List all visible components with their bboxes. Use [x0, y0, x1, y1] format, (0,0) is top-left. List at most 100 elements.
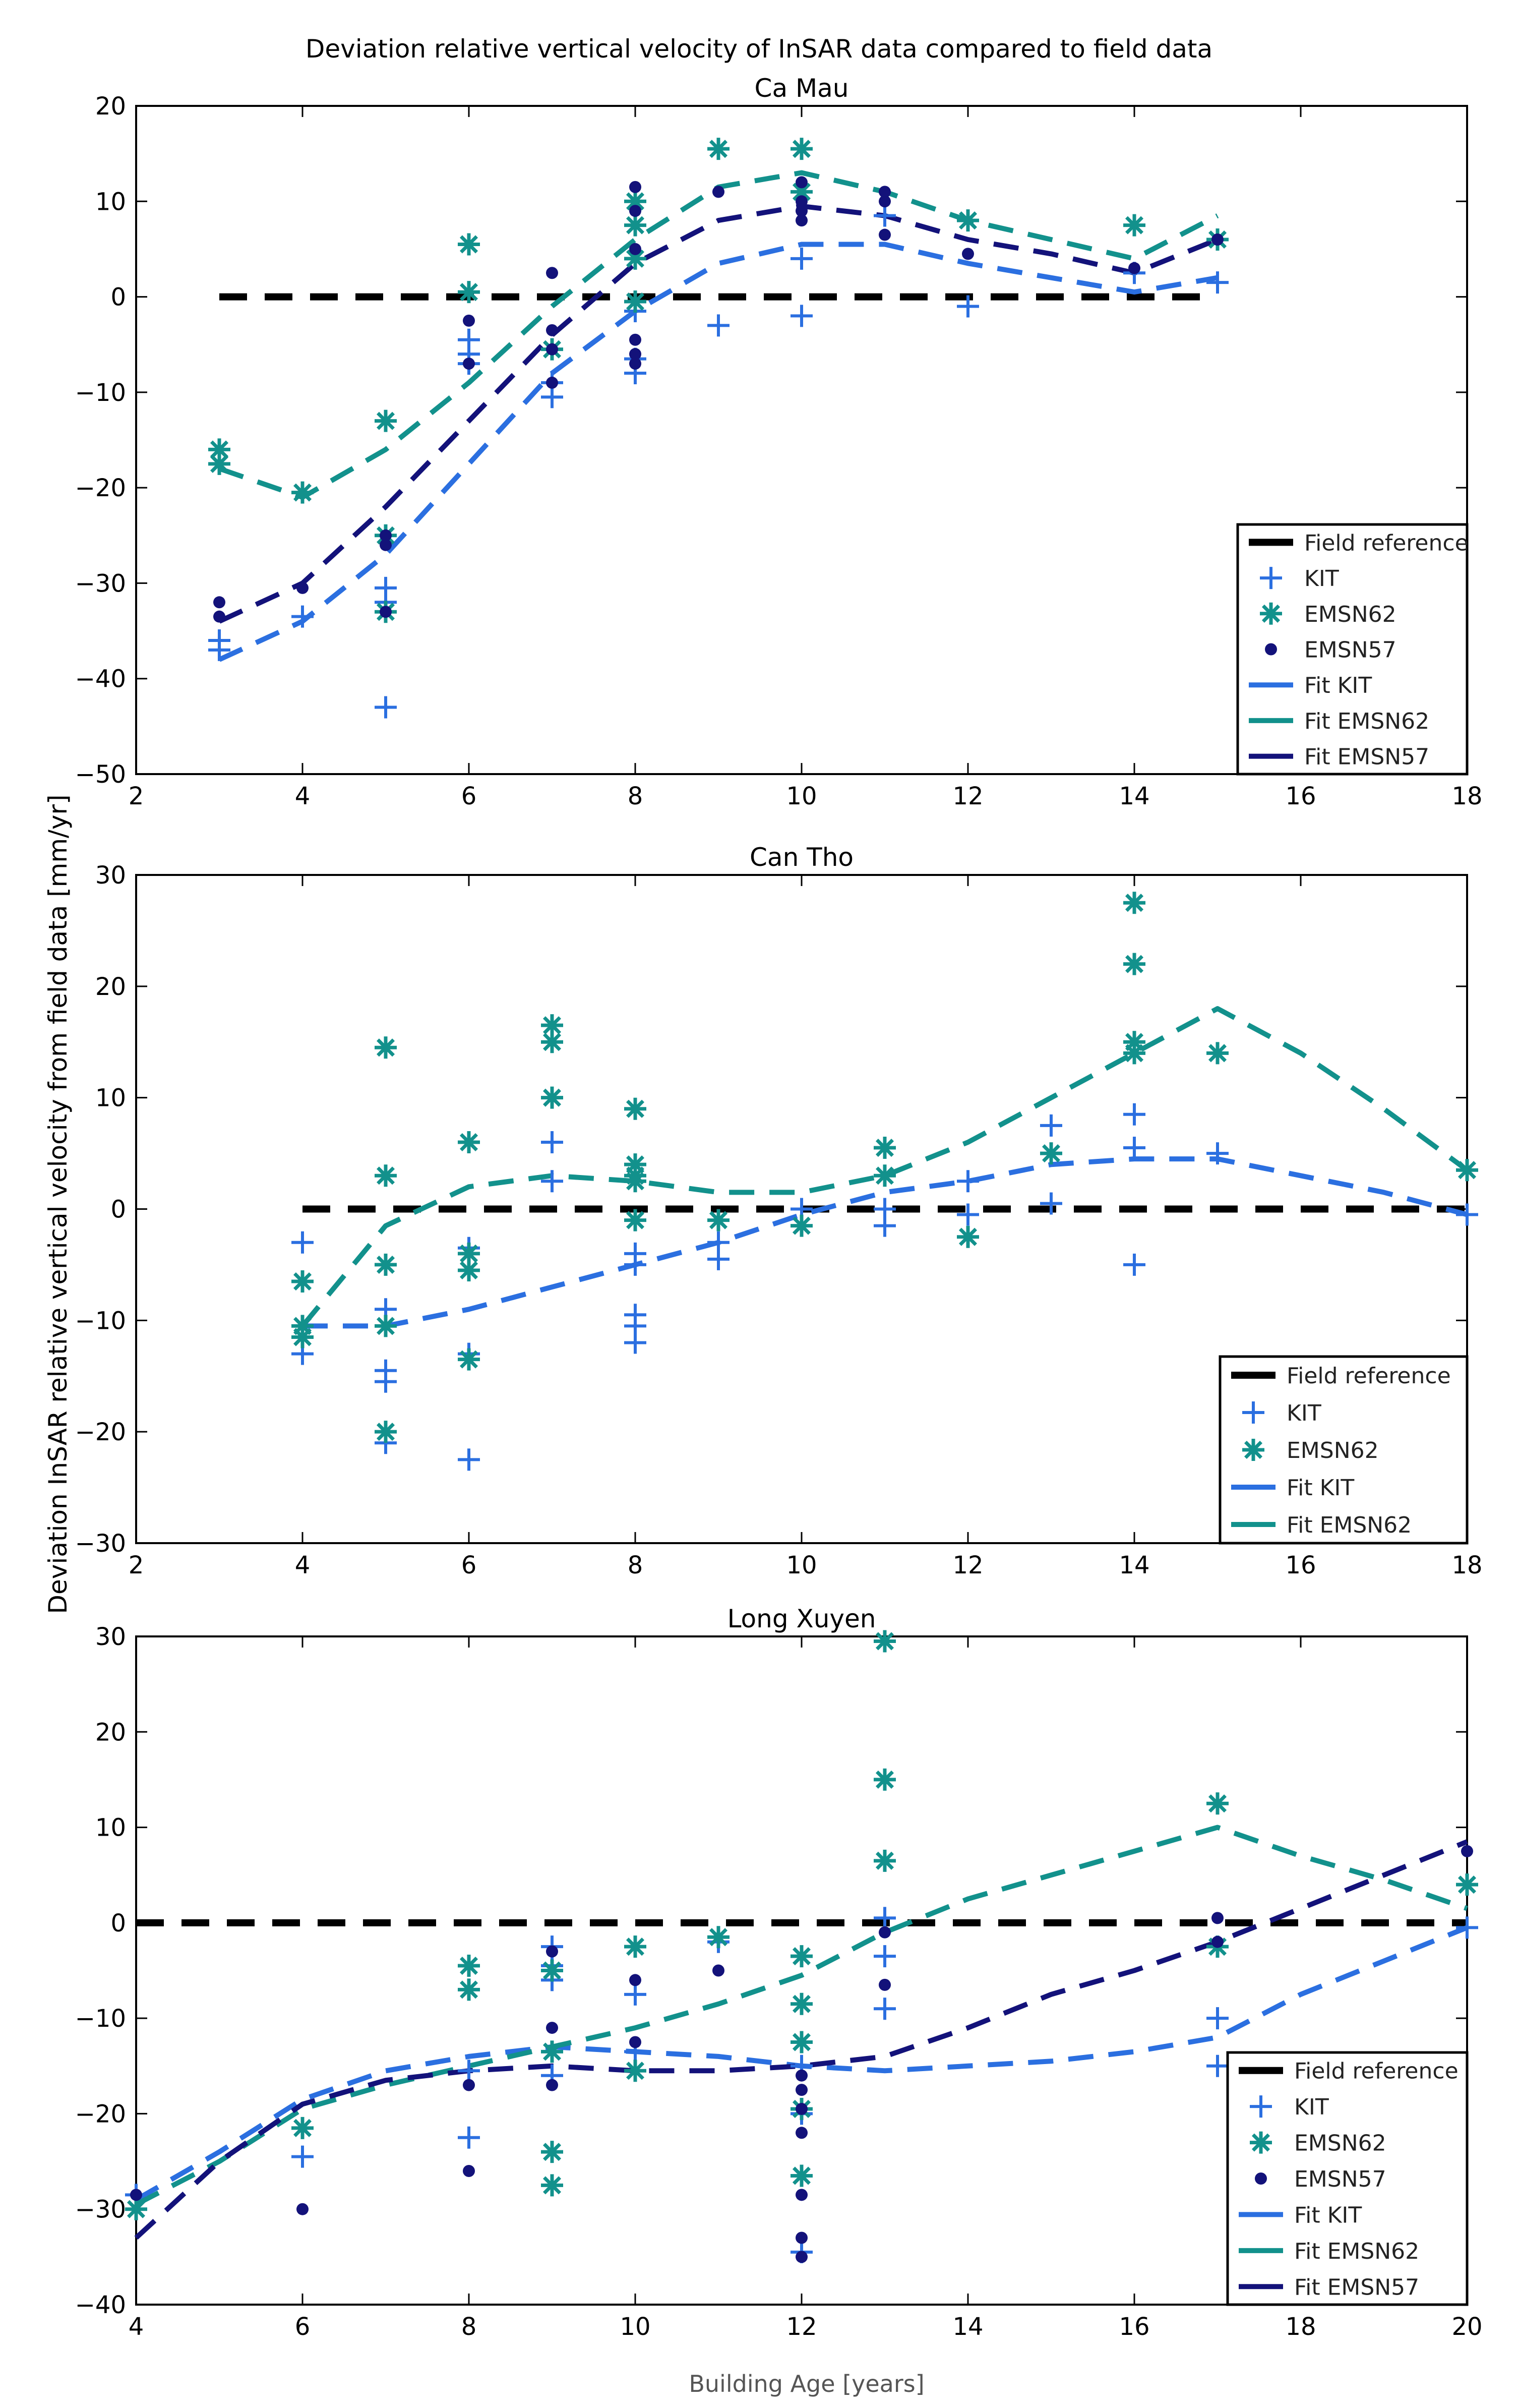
data-point-emsn57 — [1211, 1912, 1224, 1924]
x-tick-label: 6 — [461, 782, 477, 810]
x-tick-label: 16 — [1285, 782, 1316, 810]
data-point-emsn57 — [796, 2127, 808, 2139]
data-point-kit — [291, 605, 314, 628]
data-point-emsn57 — [629, 2036, 641, 2048]
legend-can-tho: Field reference KIT EMSN62 Fit KIT Fit EMSN6… — [1219, 1355, 1469, 1545]
data-point-emsn62 — [291, 481, 314, 504]
y-tick-label: −40 — [75, 665, 126, 693]
series-fit-kit-line — [218, 242, 1218, 662]
data-point-emsn62 — [791, 2164, 813, 2187]
series-fit-kit-line — [302, 1156, 1468, 1329]
y-tick-label: 10 — [95, 1084, 126, 1112]
data-point-emsn57 — [629, 181, 641, 193]
legend-swatch-emsn62 — [1250, 2131, 1272, 2154]
legend-swatch-emsn57 — [1255, 2172, 1267, 2185]
legend-label: KIT — [1304, 566, 1339, 592]
data-point-emsn62 — [624, 290, 646, 313]
x-tick-label: 18 — [1285, 2313, 1316, 2341]
series-emsn57 — [213, 176, 1224, 623]
data-point-emsn57 — [879, 1978, 891, 1991]
data-point-emsn62 — [1123, 953, 1145, 975]
data-point-kit — [1040, 1114, 1062, 1137]
data-point-emsn62 — [458, 1259, 480, 1281]
data-point-kit — [874, 204, 896, 227]
data-point-emsn62 — [1456, 1159, 1478, 1182]
data-point-emsn62 — [1456, 1873, 1478, 1896]
panel-title: Ca Mau — [755, 74, 849, 103]
data-point-emsn57 — [796, 2231, 808, 2244]
data-point-emsn62 — [791, 1945, 813, 1968]
y-tick-label: −20 — [75, 2100, 126, 2128]
data-point-emsn62 — [291, 1326, 314, 1348]
chart-long-xuyen: Long Xuyen 4 6 8 10 12 14 16 18 20 −40 −30 −20 −10 0 10… — [75, 1604, 1483, 2341]
data-point-kit — [957, 1170, 979, 1193]
data-point-emsn57 — [1211, 1935, 1224, 1948]
data-point-emsn62 — [375, 409, 397, 432]
data-point-kit — [1040, 1192, 1062, 1215]
legend-swatch-kit — [1260, 567, 1282, 590]
legend-label: EMSN62 — [1287, 1438, 1379, 1463]
series-kit — [208, 204, 1229, 719]
x-tick-label: 14 — [1119, 782, 1149, 810]
data-point-kit — [1206, 271, 1229, 294]
legend-label: EMSN57 — [1294, 2166, 1386, 2192]
data-point-emsn62 — [541, 2040, 563, 2063]
data-point-emsn57 — [796, 2069, 808, 2082]
data-point-emsn57 — [796, 214, 808, 227]
x-tick-label: 6 — [461, 1551, 477, 1579]
data-point-emsn62 — [1206, 1792, 1229, 1815]
x-tick-label: 18 — [1451, 782, 1482, 810]
legend-label: Fit KIT — [1304, 673, 1372, 698]
y-tick-label: −10 — [75, 2005, 126, 2033]
y-tick-label: −10 — [75, 379, 126, 407]
data-point-emsn62 — [1123, 892, 1145, 914]
data-point-kit — [874, 1214, 896, 1237]
y-tick-label: 10 — [95, 188, 126, 216]
data-point-kit — [874, 1998, 896, 2020]
data-point-emsn57 — [130, 2189, 142, 2201]
legend-label: Fit KIT — [1294, 2202, 1362, 2228]
data-point-kit — [1206, 1142, 1229, 1165]
x-tick-label: 10 — [786, 1551, 817, 1579]
panel-title: Long Xuyen — [727, 1604, 876, 1633]
legend-label: Fit EMSN57 — [1294, 2274, 1419, 2300]
legend-label: Fit EMSN62 — [1287, 1512, 1412, 1538]
data-point-emsn57 — [1461, 1845, 1473, 1857]
data-point-kit — [1206, 2007, 1229, 2030]
x-tick-label: 10 — [786, 782, 817, 810]
data-point-emsn57 — [796, 2084, 808, 2096]
legend-label: EMSN62 — [1304, 602, 1396, 627]
data-point-emsn62 — [375, 1253, 397, 1276]
data-point-emsn57 — [629, 358, 641, 370]
data-point-emsn62 — [791, 2031, 813, 2053]
series-emsn62 — [291, 892, 1478, 1443]
series-emsn62 — [125, 1630, 1478, 2220]
chart-can-tho: Can Tho 2 4 6 8 10 12 14 16 18 −30 −20 −10 0 10 20 30 Fie… — [75, 843, 1483, 1579]
data-point-kit — [707, 314, 730, 337]
data-point-emsn57 — [546, 343, 558, 356]
data-point-emsn57 — [629, 205, 641, 217]
data-point-emsn62 — [1040, 1142, 1062, 1165]
y-tick-label: −50 — [75, 760, 126, 789]
data-point-emsn62 — [458, 1348, 480, 1371]
data-point-emsn57 — [546, 324, 558, 336]
series-fit-emsn57-line — [134, 1839, 1468, 2240]
data-point-emsn62 — [707, 138, 730, 160]
data-point-emsn57 — [463, 358, 475, 370]
x-tick-label: 8 — [461, 2313, 477, 2341]
x-tick-label: 18 — [1451, 1551, 1482, 1579]
data-point-kit — [1456, 1203, 1478, 1226]
data-point-kit — [375, 1370, 397, 1393]
data-point-emsn57 — [629, 243, 641, 255]
x-tick-label: 20 — [1451, 2313, 1482, 2341]
data-point-emsn62 — [624, 214, 646, 237]
x-tick-label: 10 — [620, 2313, 650, 2341]
data-point-emsn62 — [791, 138, 813, 160]
data-point-kit — [957, 295, 979, 318]
data-point-emsn57 — [380, 529, 392, 542]
legend-swatch-kit — [1250, 2095, 1272, 2118]
series-fit-emsn57-line — [218, 203, 1219, 624]
x-tick-label: 14 — [952, 2313, 983, 2341]
data-point-emsn62 — [874, 1849, 896, 1872]
